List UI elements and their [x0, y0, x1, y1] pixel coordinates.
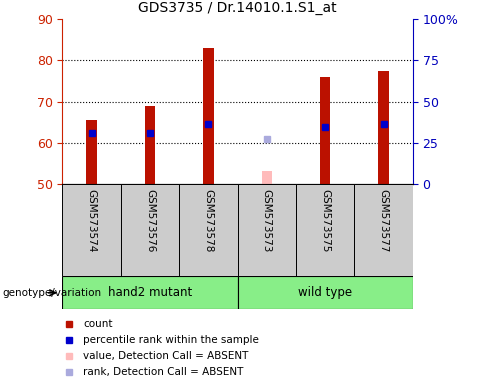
Bar — [179, 184, 238, 276]
Bar — [238, 276, 413, 309]
Bar — [86, 120, 97, 184]
Text: value, Detection Call = ABSENT: value, Detection Call = ABSENT — [84, 351, 249, 361]
Text: percentile rank within the sample: percentile rank within the sample — [84, 335, 259, 345]
Bar — [145, 106, 155, 184]
Text: hand2 mutant: hand2 mutant — [108, 286, 192, 299]
Text: GSM573577: GSM573577 — [379, 189, 389, 252]
Bar — [354, 184, 413, 276]
Text: rank, Detection Call = ABSENT: rank, Detection Call = ABSENT — [84, 367, 244, 377]
Bar — [238, 184, 296, 276]
Bar — [262, 171, 272, 184]
Title: GDS3735 / Dr.14010.1.S1_at: GDS3735 / Dr.14010.1.S1_at — [138, 2, 337, 15]
Text: GSM573576: GSM573576 — [145, 189, 155, 252]
Text: genotype/variation: genotype/variation — [2, 288, 102, 298]
Bar — [62, 276, 238, 309]
Bar — [296, 184, 354, 276]
Bar — [121, 184, 179, 276]
Text: count: count — [84, 319, 113, 329]
Bar — [378, 71, 389, 184]
Text: GSM573574: GSM573574 — [86, 189, 96, 252]
Bar — [320, 77, 330, 184]
Bar — [203, 48, 214, 184]
Text: wild type: wild type — [298, 286, 352, 299]
Text: GSM573575: GSM573575 — [320, 189, 330, 252]
Bar — [62, 184, 121, 276]
Text: GSM573578: GSM573578 — [204, 189, 214, 252]
Text: GSM573573: GSM573573 — [262, 189, 272, 252]
